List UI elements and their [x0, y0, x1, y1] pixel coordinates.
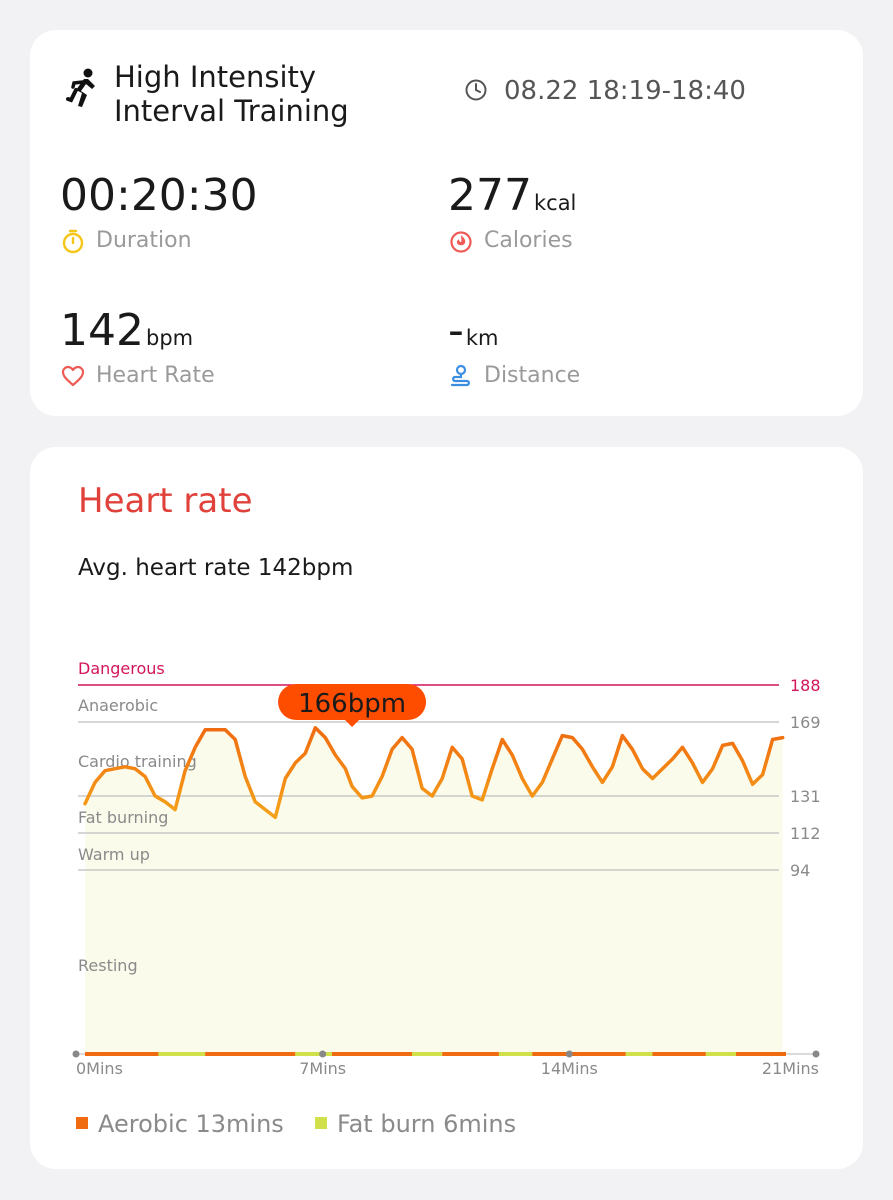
x-tick-label: 0Mins	[76, 1059, 123, 1078]
heart-rate-stat: 142bpm Heart Rate	[60, 305, 400, 395]
x-tick-dot	[565, 1050, 573, 1058]
distance-value: -	[448, 305, 464, 356]
average-heart-rate: Avg. heart rate 142bpm	[78, 555, 354, 581]
activity-title: High Intensity Interval Training	[114, 60, 349, 128]
zone-label-dangerous: Dangerous	[78, 659, 165, 678]
zone-label-fat-burning: Fat burning	[78, 808, 168, 827]
zone-threshold-warm-up: 112	[790, 824, 821, 843]
legend-fat-burn-swatch	[315, 1117, 327, 1129]
zone-strip-segment	[735, 1052, 786, 1056]
legend-fat-burn-label: Fat burn 6mins	[337, 1110, 517, 1138]
time-range: 08.22 18:19-18:40	[504, 76, 746, 106]
heart-rate-title: Heart rate	[78, 481, 253, 521]
clock-icon	[465, 79, 487, 101]
heart-rate-label: Heart Rate	[96, 363, 215, 388]
zone-strip-segment	[652, 1052, 706, 1056]
x-tick-dot	[812, 1050, 820, 1058]
x-tick-dot	[72, 1050, 80, 1058]
duration-stat: 00:20:30 Duration	[60, 170, 400, 260]
zone-label-warm-up: Warm up	[78, 845, 150, 864]
distance-stat: -km Distance	[448, 305, 788, 395]
calories-stat: 277kcal Calories	[448, 170, 788, 260]
zone-label-anaerobic: Anaerobic	[78, 696, 158, 715]
running-person-icon	[66, 68, 95, 107]
heart-rate-unit: bpm	[145, 326, 194, 350]
duration-value: 00:20:30	[60, 170, 258, 221]
zone-strip-segment	[295, 1052, 333, 1056]
duration-label: Duration	[96, 228, 192, 253]
calories-value: 277	[448, 170, 532, 221]
workout-header: High Intensity Interval Training 08.22 1…	[64, 60, 834, 160]
zone-strip-segment	[412, 1052, 443, 1056]
peak-tooltip-bubble	[278, 684, 427, 720]
x-tick-label: 7Mins	[299, 1059, 346, 1078]
zone-threshold-fat-burning: 131	[790, 787, 821, 806]
zone-threshold-dangerous: 188	[790, 676, 821, 695]
heart-icon	[61, 365, 85, 387]
heart-rate-card: Heart rate Avg. heart rate 142bpm 188 Dan…	[30, 447, 863, 1169]
zone-strip-segment	[625, 1052, 653, 1056]
calories-unit: kcal	[533, 191, 577, 215]
flame-icon	[450, 231, 472, 253]
x-tick-label: 14Mins	[541, 1059, 598, 1078]
peak-tooltip-pointer	[344, 719, 361, 727]
x-tick-dot	[319, 1050, 327, 1058]
zone-strip-segment	[705, 1052, 736, 1056]
zone-strip-segment	[498, 1052, 533, 1056]
calories-label: Calories	[484, 228, 573, 253]
legend-aerobic-swatch	[76, 1117, 88, 1129]
peak-tooltip-text: 166bpm	[298, 689, 406, 719]
route-pin-icon	[450, 364, 470, 387]
heart-rate-value: 142	[60, 305, 144, 356]
distance-unit: km	[465, 326, 499, 350]
distance-label: Distance	[484, 363, 581, 388]
zone-strip-segment	[158, 1052, 206, 1056]
zone-strip-segment	[332, 1052, 413, 1056]
workout-summary-card: High Intensity Interval Training 08.22 1…	[30, 30, 863, 416]
zone-strip-segment	[85, 1052, 159, 1056]
zone-strip-segment	[532, 1052, 626, 1056]
heart-rate-chart: 188 Dangerous 169 Anaerobic Cardio training 1…	[72, 659, 821, 1078]
zone-label-cardio-training: Cardio training	[78, 752, 197, 771]
zone-label-resting: Resting	[78, 956, 138, 975]
zone-strip-segment	[205, 1052, 296, 1056]
zone-threshold-resting: 94	[790, 861, 810, 880]
x-tick-label: 21Mins	[762, 1059, 819, 1078]
zone-threshold-anaerobic: 169	[790, 713, 821, 732]
legend-aerobic-label: Aerobic 13mins	[98, 1110, 284, 1138]
stopwatch-icon	[62, 229, 84, 254]
zone-strip-segment	[442, 1052, 499, 1056]
heart-rate-area	[85, 727, 783, 1054]
heart-rate-line	[83, 726, 785, 820]
